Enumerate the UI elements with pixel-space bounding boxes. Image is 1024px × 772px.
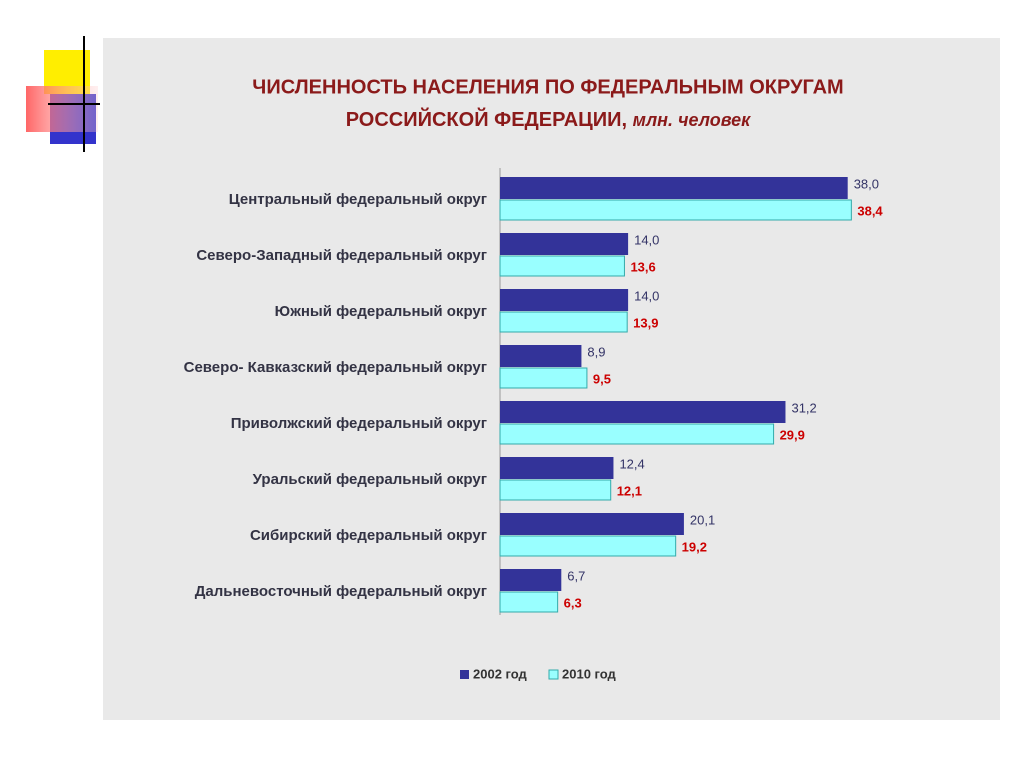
category-label: Уральский федеральный округ bbox=[253, 471, 487, 488]
bar bbox=[500, 289, 629, 311]
value-label: 20,1 bbox=[690, 512, 715, 527]
legend-label: 2010 год bbox=[562, 666, 617, 681]
legend-label: 2002 год bbox=[473, 666, 528, 681]
bar bbox=[500, 513, 684, 535]
bar bbox=[499, 591, 559, 613]
category-label: Приволжский федеральный округ bbox=[231, 415, 487, 432]
value-label: 13,6 bbox=[630, 259, 655, 274]
value-label: 38,0 bbox=[854, 176, 879, 191]
value-label: 8,9 bbox=[587, 344, 605, 359]
category-label: Северо- Кавказский федеральный округ bbox=[184, 359, 487, 376]
bar bbox=[499, 479, 612, 501]
decoration bbox=[26, 36, 100, 152]
value-label: 12,1 bbox=[617, 483, 642, 498]
category-label: Южный федеральный округ bbox=[275, 303, 487, 320]
value-label: 13,9 bbox=[633, 315, 658, 330]
value-label: 12,4 bbox=[619, 456, 644, 471]
bar bbox=[500, 345, 582, 367]
value-label: 6,7 bbox=[567, 568, 585, 583]
bar bbox=[500, 233, 629, 255]
bar bbox=[499, 199, 852, 221]
value-label: 31,2 bbox=[791, 400, 816, 415]
chart-title: РОССИЙСКОЙ ФЕДЕРАЦИИ, млн. человек bbox=[346, 107, 751, 131]
value-label: 19,2 bbox=[682, 539, 707, 554]
value-label: 6,3 bbox=[564, 595, 582, 610]
bar bbox=[499, 311, 628, 333]
value-label: 9,5 bbox=[593, 371, 611, 386]
category-label: Северо-Западный федеральный округ bbox=[196, 247, 487, 264]
category-label: Сибирский федеральный округ bbox=[250, 527, 487, 544]
bar bbox=[500, 569, 562, 591]
value-label: 14,0 bbox=[634, 232, 659, 247]
chart-title: ЧИСЛЕННОСТЬ НАСЕЛЕНИЯ ПО ФЕДЕРАЛЬНЫМ ОКР… bbox=[252, 76, 843, 98]
legend-swatch bbox=[548, 669, 559, 680]
bar bbox=[500, 457, 614, 479]
value-label: 29,9 bbox=[780, 427, 805, 442]
bar bbox=[500, 177, 848, 199]
value-label: 14,0 bbox=[634, 288, 659, 303]
bar bbox=[499, 423, 775, 445]
bar bbox=[499, 367, 588, 389]
bar bbox=[499, 535, 677, 557]
bar bbox=[500, 401, 786, 423]
legend-swatch bbox=[460, 670, 469, 679]
value-label: 38,4 bbox=[857, 203, 883, 218]
chart-title-line: РОССИЙСКОЙ ФЕДЕРАЦИИ, bbox=[346, 107, 627, 131]
chart-unit: млн. человек bbox=[633, 110, 752, 130]
category-label: Дальневосточный федеральный округ bbox=[195, 583, 487, 600]
category-label: Центральный федеральный округ bbox=[229, 191, 487, 208]
bar bbox=[499, 255, 625, 277]
